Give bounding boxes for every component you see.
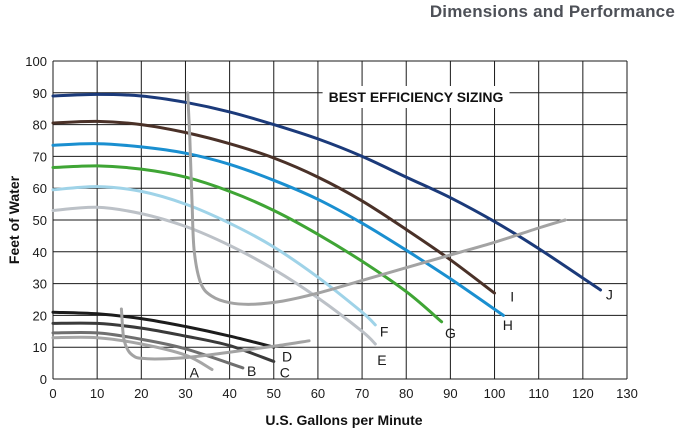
series-i-line bbox=[51, 119, 496, 295]
x-tick-label: 100 bbox=[484, 386, 506, 401]
grid bbox=[52, 60, 628, 380]
x-tick-label: 40 bbox=[222, 386, 236, 401]
y-tick-label: 80 bbox=[33, 118, 47, 133]
page-title: Dimensions and Performance bbox=[429, 2, 675, 21]
series-h-line bbox=[51, 142, 505, 317]
curve-label-g: G bbox=[445, 325, 456, 341]
efficiency-curves bbox=[119, 91, 567, 361]
curve-label-i: I bbox=[510, 288, 514, 304]
curve-label-c: C bbox=[280, 365, 290, 381]
x-tick-label: 130 bbox=[616, 386, 638, 401]
x-tick-label: 20 bbox=[134, 386, 148, 401]
curve-label-j: J bbox=[606, 287, 613, 303]
series-j-line bbox=[51, 92, 602, 292]
curve-label-d: D bbox=[282, 349, 292, 365]
series-a-line bbox=[51, 335, 214, 371]
x-tick-label: 80 bbox=[399, 386, 413, 401]
x-tick-label: 50 bbox=[267, 386, 281, 401]
x-tick-label: 110 bbox=[528, 386, 549, 401]
y-tick-label: 30 bbox=[33, 277, 47, 292]
y-tick-label: 100 bbox=[25, 54, 47, 69]
upper-efficiency-curve bbox=[186, 91, 567, 306]
y-tick-label: 60 bbox=[33, 181, 47, 196]
annotation-background bbox=[322, 86, 510, 108]
series-c-line bbox=[51, 321, 276, 363]
x-tick-label: 120 bbox=[572, 386, 594, 401]
lower-efficiency-curve bbox=[119, 307, 311, 361]
y-tick-label: 90 bbox=[33, 86, 47, 101]
series-g-line bbox=[51, 164, 444, 324]
y-tick-label: 40 bbox=[33, 245, 47, 260]
curve-labels: J IH G FE DC B A bbox=[190, 287, 613, 381]
tick-labels: 0 10 20 30 40 50 60 70 80 90 100 110 120 130 0 10 20 30 40… bbox=[25, 54, 638, 401]
x-tick-label: 10 bbox=[90, 386, 104, 401]
series-d-line bbox=[51, 310, 276, 349]
x-tick-label: 30 bbox=[178, 386, 192, 401]
curve-label-b: B bbox=[247, 363, 256, 379]
y-tick-label: 20 bbox=[33, 308, 47, 323]
x-axis-title: U.S. Gallons per Minute bbox=[265, 412, 422, 428]
x-tick-label: 70 bbox=[355, 386, 369, 401]
curve-label-f: F bbox=[380, 323, 389, 339]
series-f-line bbox=[51, 185, 377, 327]
x-tick-label: 60 bbox=[311, 386, 325, 401]
y-tick-label: 10 bbox=[33, 340, 47, 355]
y-axis-title: Feet of Water bbox=[6, 175, 22, 264]
curve-label-h: H bbox=[503, 317, 513, 333]
y-tick-label: 70 bbox=[33, 149, 47, 164]
curve-label-e: E bbox=[377, 352, 386, 368]
chart-annotation: BEST EFFICIENCY SIZING bbox=[329, 89, 504, 105]
pump-curves bbox=[51, 92, 602, 371]
curve-label-a: A bbox=[190, 365, 200, 381]
x-tick-label: 0 bbox=[49, 386, 56, 401]
y-tick-label: 0 bbox=[40, 372, 47, 387]
series-e-line bbox=[51, 205, 377, 346]
x-tick-label: 90 bbox=[443, 386, 457, 401]
y-tick-label: 50 bbox=[33, 213, 47, 228]
